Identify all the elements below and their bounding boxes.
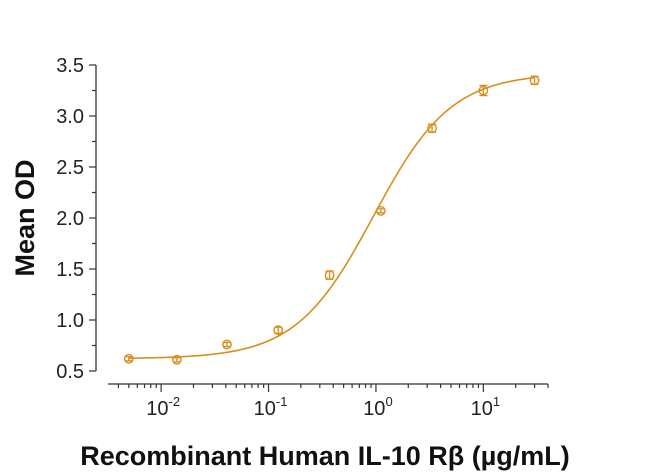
x-tick-label: 10-1 [254,394,288,420]
x-tick-label: 101 [471,394,500,420]
data-point [123,353,134,364]
y-tick-label: 0.5 [56,361,84,383]
data-point [478,84,489,97]
x-axis-title: Recombinant Human IL-10 Rβ (µg/mL) [80,441,570,471]
point-marker [375,205,386,216]
point-marker [427,123,437,134]
x-tick-label: 100 [363,394,392,420]
data-point [375,205,386,216]
data-point [427,123,437,134]
point-marker [529,75,540,86]
data-points-layer [123,75,540,365]
point-marker [478,85,489,96]
point-marker [273,325,284,336]
y-tick-label: 3.0 [56,106,84,128]
fit-curve [128,76,535,360]
y-tick-label: 1.5 [56,259,84,281]
x-tick-label: 10-2 [146,394,180,420]
data-point [529,75,540,86]
point-marker [123,353,134,364]
x-axis: 10-2 10-1 100 101 [108,383,549,420]
data-point [171,354,182,365]
data-point [324,270,335,281]
point-marker [324,270,335,281]
y-tick-label: 1.0 [56,310,84,332]
y-tick-label: 3.5 [56,55,84,77]
y-tick-label: 2.0 [56,208,84,230]
data-point [222,339,232,350]
y-tick-label: 2.5 [56,157,84,179]
y-axis-title: Mean OD [10,159,40,276]
fit-curve-layer [128,76,535,360]
y-axis: 0.5 1.0 1.5 2.0 2.5 3.0 3.5 [56,55,97,383]
point-marker [171,354,182,365]
data-point [273,325,284,336]
point-marker [222,339,232,350]
